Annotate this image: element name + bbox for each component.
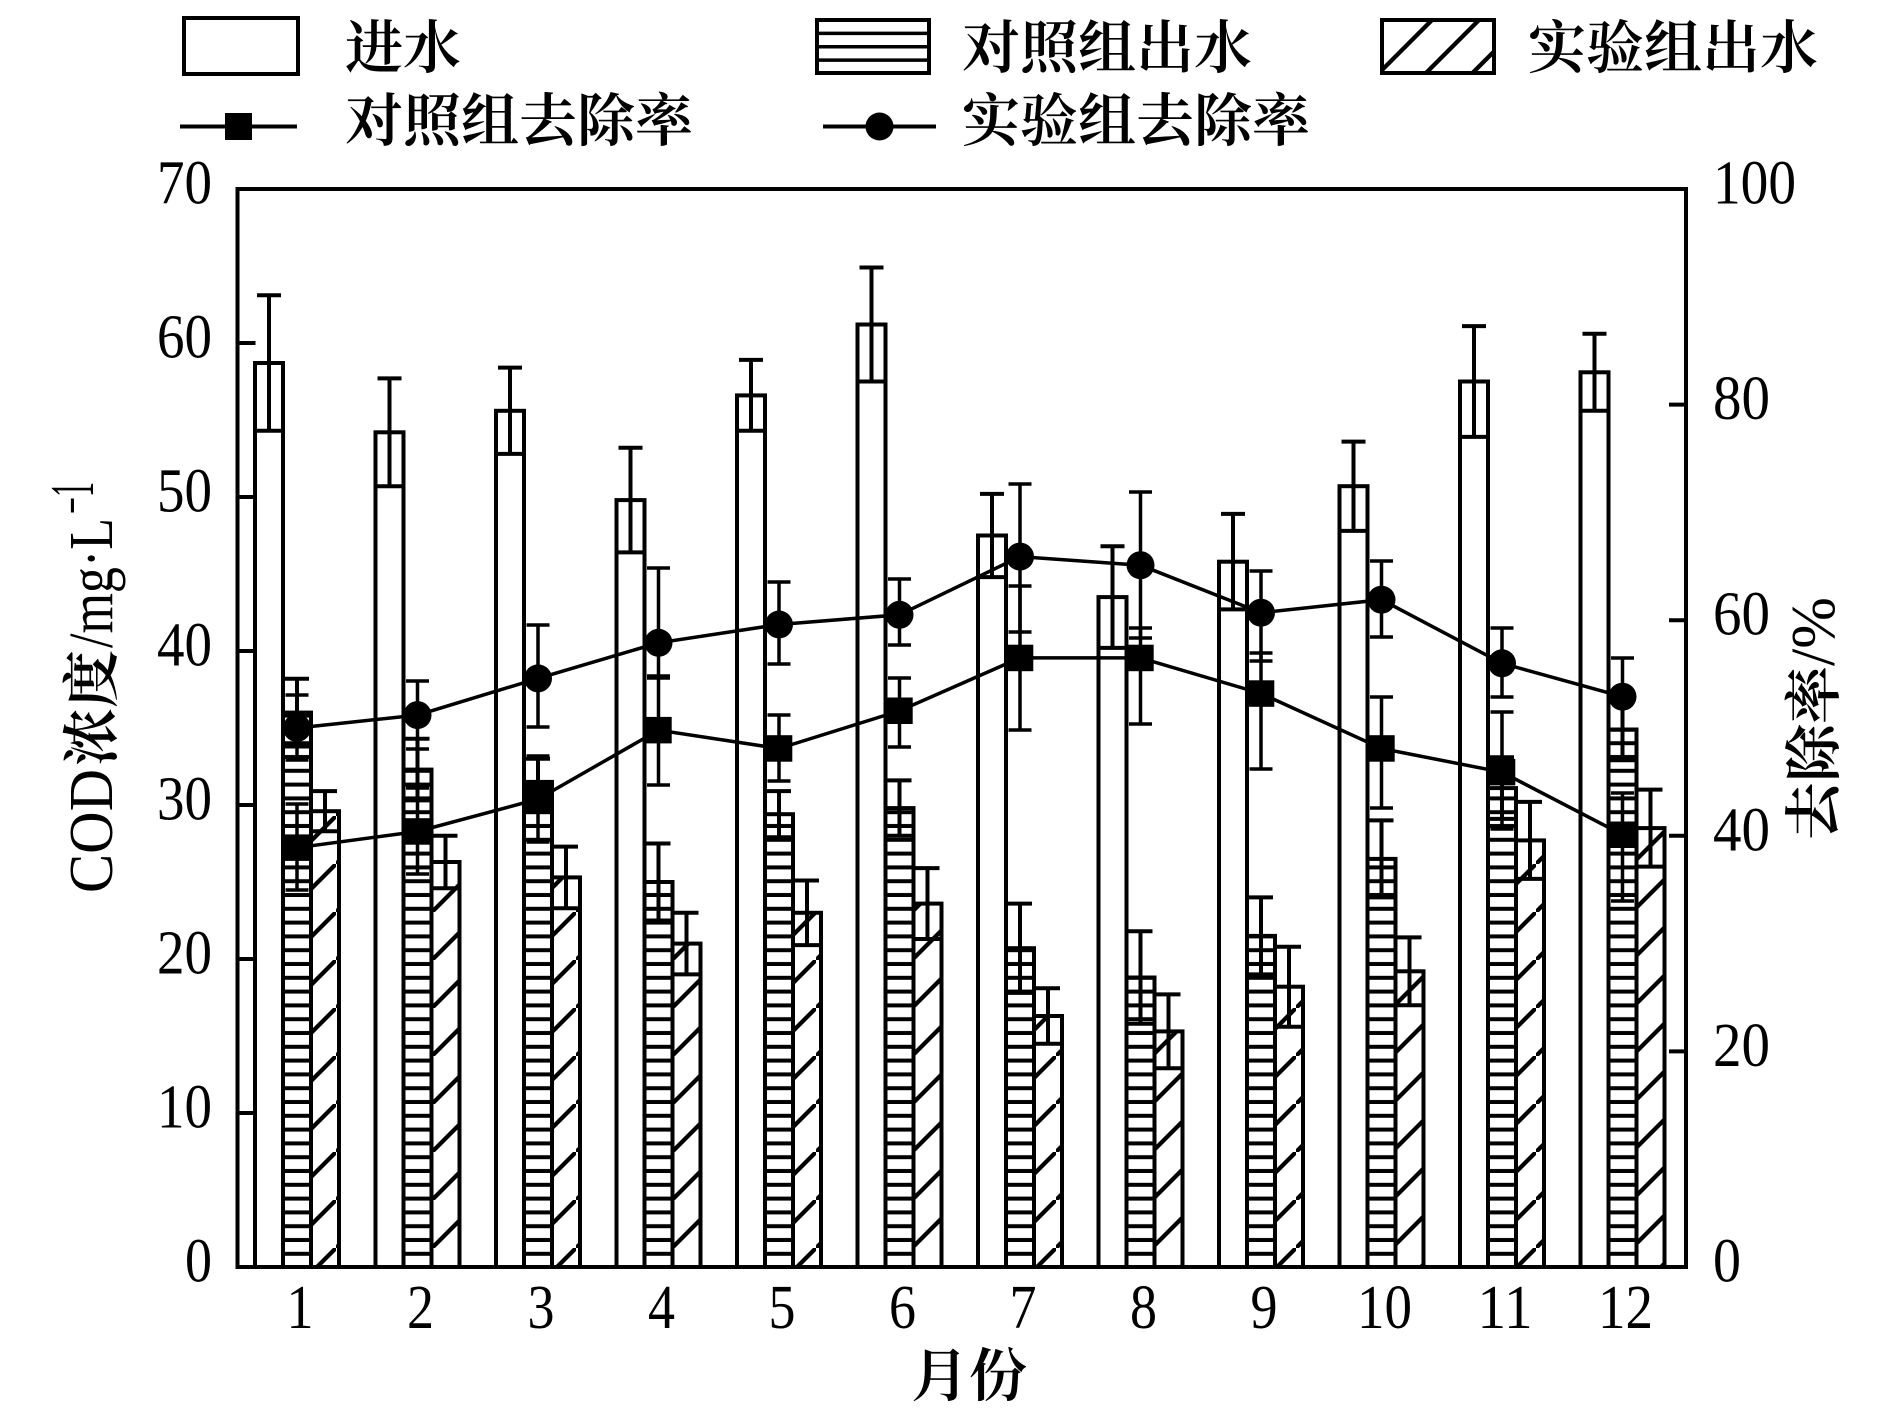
svg-text:10: 10 <box>1357 1274 1412 1342</box>
svg-text:20: 20 <box>157 920 212 988</box>
svg-text:100: 100 <box>1713 150 1796 218</box>
svg-text:4: 4 <box>648 1274 675 1342</box>
svg-text:40: 40 <box>157 612 212 680</box>
svg-text:12: 12 <box>1598 1274 1653 1342</box>
svg-text:70: 70 <box>157 150 212 218</box>
svg-text:COD: COD <box>58 769 126 893</box>
svg-text:3: 3 <box>528 1274 555 1342</box>
svg-text:0: 0 <box>185 1228 212 1296</box>
svg-text:6: 6 <box>889 1274 916 1342</box>
svg-text:/%: /% <box>1780 597 1848 666</box>
svg-text:30: 30 <box>157 766 212 834</box>
svg-text:5: 5 <box>769 1274 796 1342</box>
svg-text:80: 80 <box>1713 365 1770 433</box>
svg-text:2: 2 <box>407 1274 434 1342</box>
svg-text:1: 1 <box>287 1274 314 1342</box>
svg-text:60: 60 <box>157 304 212 372</box>
svg-text:/mg·L: /mg·L <box>58 518 126 648</box>
svg-text:40: 40 <box>1713 796 1770 864</box>
svg-text:10: 10 <box>157 1074 212 1142</box>
svg-text:9: 9 <box>1251 1274 1278 1342</box>
svg-text:11: 11 <box>1478 1274 1533 1342</box>
svg-text:20: 20 <box>1713 1012 1770 1080</box>
svg-text:50: 50 <box>157 458 212 526</box>
svg-text:60: 60 <box>1713 581 1770 649</box>
svg-text:−1: −1 <box>39 482 107 514</box>
svg-text:7: 7 <box>1010 1274 1037 1342</box>
svg-text:8: 8 <box>1130 1274 1157 1342</box>
svg-text:0: 0 <box>1713 1228 1741 1296</box>
